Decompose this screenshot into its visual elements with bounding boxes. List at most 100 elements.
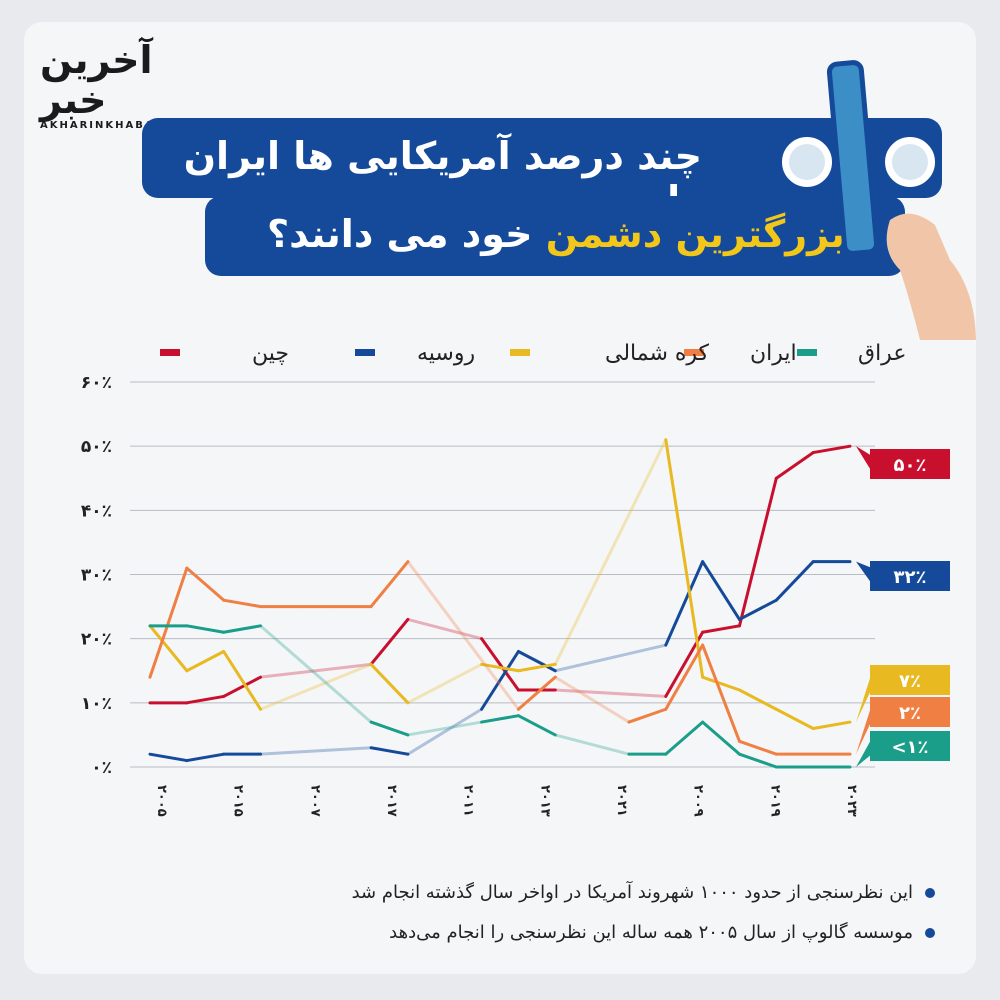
- legend-swatch: [355, 349, 375, 356]
- series-segment-4: [553, 733, 631, 756]
- series-segment-0: [480, 637, 520, 692]
- title-rest: خود می دانند؟: [267, 212, 533, 256]
- series-segment-2: [148, 624, 189, 673]
- series-segment-1: [737, 598, 778, 621]
- legend-label: عراق: [858, 341, 906, 366]
- series-segment-3: [406, 560, 520, 711]
- end-label-box: [870, 561, 950, 591]
- series-segment-1: [369, 746, 410, 756]
- end-label-pointer: [856, 672, 872, 723]
- bullet-icon: [925, 888, 935, 898]
- legend-swatch: [160, 349, 180, 356]
- series-segment-2: [811, 720, 852, 730]
- notes: این نظرسنجی از حدود ۱۰۰۰ شهروند آمریکا د…: [135, 880, 935, 960]
- logo: آخرین خبر AKHARINKHABAR: [40, 40, 200, 131]
- series-segment-0: [222, 675, 263, 698]
- y-tick-label: ۱۰٪: [81, 694, 112, 714]
- end-label-text: ۳۲٪: [894, 567, 927, 588]
- series-segment-0: [774, 451, 815, 480]
- y-tick-label: ۶۰٪: [81, 373, 112, 393]
- end-label-pointer: [856, 704, 872, 755]
- series-segment-3: [185, 566, 226, 602]
- series-segment-1: [259, 746, 373, 756]
- title-line-1-text: چند درصد آمریکایی ها ایران را: [183, 134, 702, 222]
- series-segment-1: [664, 560, 705, 647]
- series-segment-0: [553, 688, 668, 698]
- series-segment-3: [627, 707, 668, 724]
- legend-label: روسیه: [417, 341, 475, 366]
- series-segment-4: [701, 720, 741, 756]
- series-segment-2: [774, 707, 815, 730]
- series-segment-4: [222, 624, 263, 634]
- series-segment-1: [406, 707, 484, 756]
- series-segment-4: [737, 752, 778, 769]
- series-segment-1: [774, 560, 815, 602]
- legend-swatch: [684, 349, 704, 356]
- series-segment-0: [259, 662, 373, 679]
- y-tick-label: ۴۰٪: [81, 501, 112, 521]
- x-tick-label: ۲۰۱۵: [231, 785, 246, 817]
- y-tick-label: ۵۰٪: [81, 437, 112, 457]
- series-segment-2: [222, 650, 263, 711]
- logo-persian: آخرین خبر: [40, 38, 154, 122]
- series-segment-0: [737, 476, 778, 628]
- hand-icon: [886, 213, 976, 340]
- note-1-text: این نظرسنجی از حدود ۱۰۰۰ شهروند آمریکا د…: [351, 882, 913, 903]
- series-segment-3: [516, 675, 557, 711]
- series-segment-2: [516, 662, 557, 673]
- slash-bar-icon: [826, 60, 880, 256]
- series-segment-3: [664, 643, 705, 711]
- series-segment-3: [737, 739, 778, 756]
- series-segment-3: [701, 643, 741, 743]
- series-segment-2: [406, 662, 484, 705]
- series-segment-2: [369, 662, 410, 705]
- series-segment-4: [259, 624, 373, 724]
- x-tick-label: ۲۰۲۱: [614, 785, 629, 817]
- title-highlight: بزرگترین دشمن: [545, 212, 845, 256]
- series-segment-3: [222, 598, 263, 609]
- x-tick-label: ۲۰۰۷: [307, 785, 322, 817]
- series-segment-3: [148, 566, 189, 679]
- legend-swatch: [797, 349, 817, 356]
- series-segment-4: [516, 714, 557, 737]
- x-tick-label: ۲۰۰۹: [691, 785, 706, 817]
- end-label-pointer: [856, 738, 872, 767]
- end-label-pointer: [856, 446, 872, 472]
- end-label-box: [870, 697, 950, 727]
- series-segment-1: [701, 560, 741, 621]
- bullet-icon: [925, 928, 935, 938]
- end-label-text: <۱٪: [891, 737, 928, 758]
- y-tick-label: ۳۰٪: [81, 566, 112, 586]
- x-tick-label: ۲۰۱۷: [384, 785, 399, 817]
- series-segment-4: [369, 720, 410, 737]
- end-label-text: ۷٪: [899, 671, 921, 692]
- series-segment-2: [185, 650, 226, 673]
- series-segment-0: [369, 617, 410, 666]
- series-segment-2: [259, 662, 373, 711]
- series-segment-0: [406, 617, 484, 641]
- series-segment-4: [185, 624, 226, 634]
- note-1: این نظرسنجی از حدود ۱۰۰۰ شهروند آمریکا د…: [135, 880, 935, 906]
- legend-label: ایران: [750, 341, 797, 366]
- series-segment-2: [553, 438, 668, 666]
- logo-english: AKHARINKHABAR: [40, 120, 165, 131]
- series-segment-1: [185, 752, 226, 763]
- legend-swatch: [510, 349, 530, 356]
- y-tick-label: ۰٪: [91, 758, 112, 778]
- series-segment-0: [701, 624, 741, 634]
- legend-label: کره شمالی: [605, 341, 710, 366]
- end-label-pointer: [856, 561, 872, 584]
- legend-label: چین: [252, 341, 289, 366]
- series-segment-4: [406, 720, 484, 737]
- series-segment-1: [516, 650, 557, 673]
- series-segment-1: [480, 650, 520, 711]
- note-2-text: موسسه گالوپ از سال ۲۰۰۵ همه ساله این نظر…: [389, 922, 913, 943]
- series-segment-4: [664, 720, 705, 756]
- series-segment-4: [480, 714, 520, 724]
- series-segment-3: [553, 675, 631, 724]
- x-tick-label: ۲۰۲۳: [844, 785, 859, 817]
- title-line-2-text: بزرگترین دشمن خود می دانند؟: [267, 212, 845, 256]
- series-segment-2: [737, 688, 778, 711]
- series-segment-1: [553, 643, 668, 673]
- end-label-text: ۲٪: [899, 703, 921, 724]
